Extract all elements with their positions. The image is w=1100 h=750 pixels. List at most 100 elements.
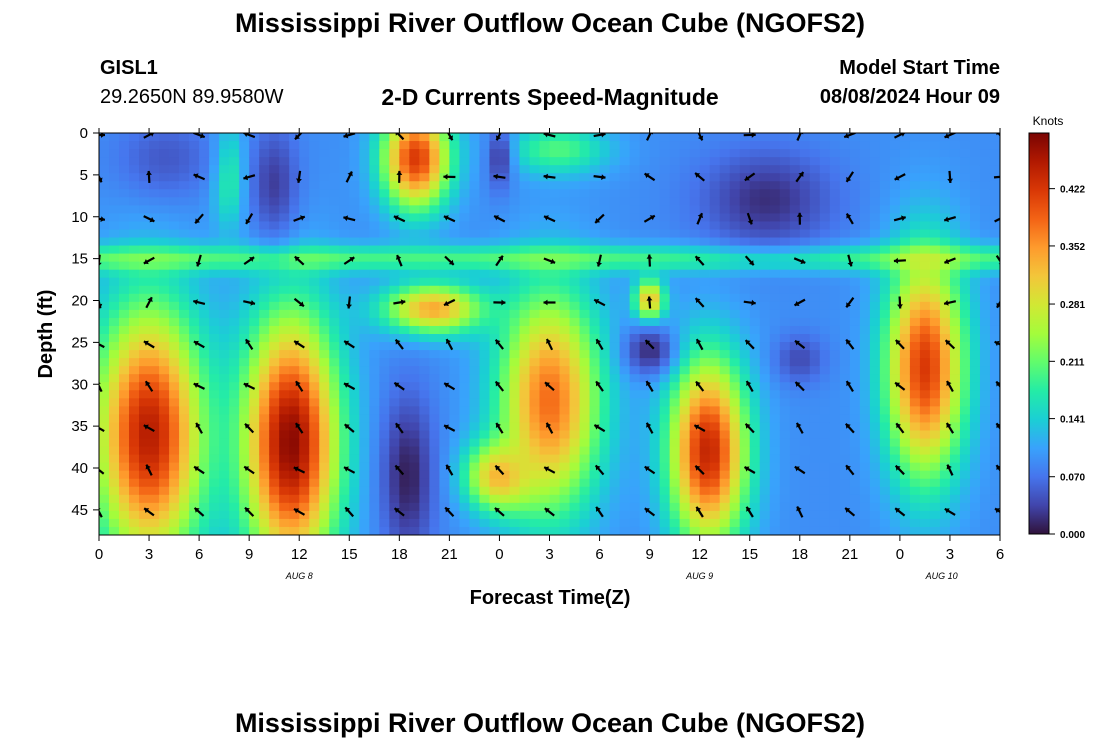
heatmap-cell [459, 317, 471, 327]
heatmap-cell [669, 334, 681, 343]
heatmap-cell [719, 502, 731, 512]
heatmap-cell [649, 149, 661, 158]
heatmap-cell [509, 518, 521, 528]
heatmap-cell [929, 494, 941, 504]
heatmap-cell [559, 181, 571, 190]
heatmap-cell [359, 205, 370, 214]
heatmap-cell [879, 406, 891, 415]
heatmap-cell [249, 470, 260, 480]
heatmap-cell [289, 414, 300, 424]
heatmap-cell [879, 446, 891, 456]
heatmap-cell [969, 253, 981, 263]
heatmap-cell [529, 334, 541, 343]
heatmap-cell [379, 205, 390, 214]
heatmap-cell [779, 141, 791, 150]
heatmap-cell [629, 213, 641, 223]
heatmap-cell [559, 133, 571, 142]
heatmap-cell [609, 446, 621, 456]
heatmap-cell [729, 398, 741, 407]
heatmap-cell [499, 141, 511, 150]
heatmap-cell [329, 269, 340, 279]
heatmap-cell [729, 237, 741, 247]
heatmap-cell [899, 293, 911, 303]
heatmap-cell [919, 382, 931, 391]
heatmap-cell [579, 293, 591, 303]
heatmap-cell [619, 165, 631, 174]
heatmap-cell [979, 245, 991, 255]
heatmap-cell [149, 301, 160, 311]
heatmap-cell [139, 301, 150, 311]
heatmap-cell [699, 406, 711, 415]
heatmap-cell [609, 301, 621, 311]
heatmap-cell [549, 334, 561, 343]
heatmap-cell [739, 277, 751, 287]
heatmap-cell [399, 502, 410, 512]
heatmap-cell [529, 406, 541, 415]
heatmap-cell [419, 398, 430, 407]
heatmap-cell [329, 478, 340, 488]
heatmap-cell [329, 301, 340, 311]
heatmap-cell [279, 518, 290, 528]
heatmap-cell [109, 133, 120, 142]
heatmap-cell [789, 285, 801, 295]
heatmap-cell [679, 358, 691, 367]
heatmap-cell [169, 438, 180, 448]
current-vector-arrow [744, 255, 755, 266]
heatmap-cell [659, 374, 671, 383]
heatmap-cell [239, 197, 250, 206]
heatmap-cell [759, 350, 771, 359]
heatmap-cell [519, 285, 531, 295]
heatmap-cell [799, 189, 811, 198]
heatmap-cell [469, 277, 481, 287]
heatmap-cell [779, 309, 791, 319]
heatmap-cell [309, 157, 320, 166]
heatmap-cell [699, 470, 711, 480]
heatmap-cell [529, 165, 541, 174]
heatmap-cell [469, 478, 481, 488]
heatmap-cell [869, 157, 881, 166]
heatmap-cell [319, 366, 330, 375]
heatmap-cell [119, 237, 130, 247]
heatmap-cell [829, 325, 841, 335]
heatmap-cell [879, 518, 891, 528]
heatmap-cell [159, 390, 170, 399]
current-vector-arrow [543, 299, 556, 306]
heatmap-cell [869, 141, 881, 150]
heatmap-cell [249, 462, 260, 472]
heatmap-cell [479, 189, 491, 198]
heatmap-cell [249, 245, 260, 255]
heatmap-cell [719, 478, 731, 488]
heatmap-cell [599, 374, 611, 383]
heatmap-cell [269, 342, 280, 351]
heatmap-cell [429, 301, 440, 311]
heatmap-cell [289, 350, 300, 359]
heatmap-cell [569, 285, 581, 295]
heatmap-cell [679, 342, 691, 351]
heatmap-cell [149, 173, 160, 182]
heatmap-cell [209, 454, 220, 464]
heatmap-cell [629, 301, 641, 311]
heatmap-cell [279, 334, 290, 343]
heatmap-cell [879, 165, 891, 174]
current-vector-arrow [594, 213, 605, 224]
heatmap-cell [539, 157, 551, 166]
heatmap-cell [289, 494, 300, 504]
heatmap-cell [779, 398, 791, 407]
heatmap-cell [739, 478, 751, 488]
heatmap-cell [699, 205, 711, 214]
heatmap-cell [249, 237, 260, 247]
heatmap-cell [379, 494, 390, 504]
heatmap-cell [259, 366, 270, 375]
heatmap-cell [859, 229, 871, 239]
heatmap-cell [369, 213, 380, 223]
heatmap-cell [369, 237, 380, 247]
heatmap-cell [259, 197, 270, 206]
heatmap-cell [559, 430, 571, 440]
heatmap-cell [309, 398, 320, 407]
heatmap-cell [459, 406, 471, 415]
heatmap-cell [709, 317, 721, 327]
heatmap-cell [839, 205, 851, 214]
heatmap-cell [449, 261, 460, 271]
heatmap-cell [199, 309, 210, 319]
heatmap-cell [379, 390, 390, 399]
